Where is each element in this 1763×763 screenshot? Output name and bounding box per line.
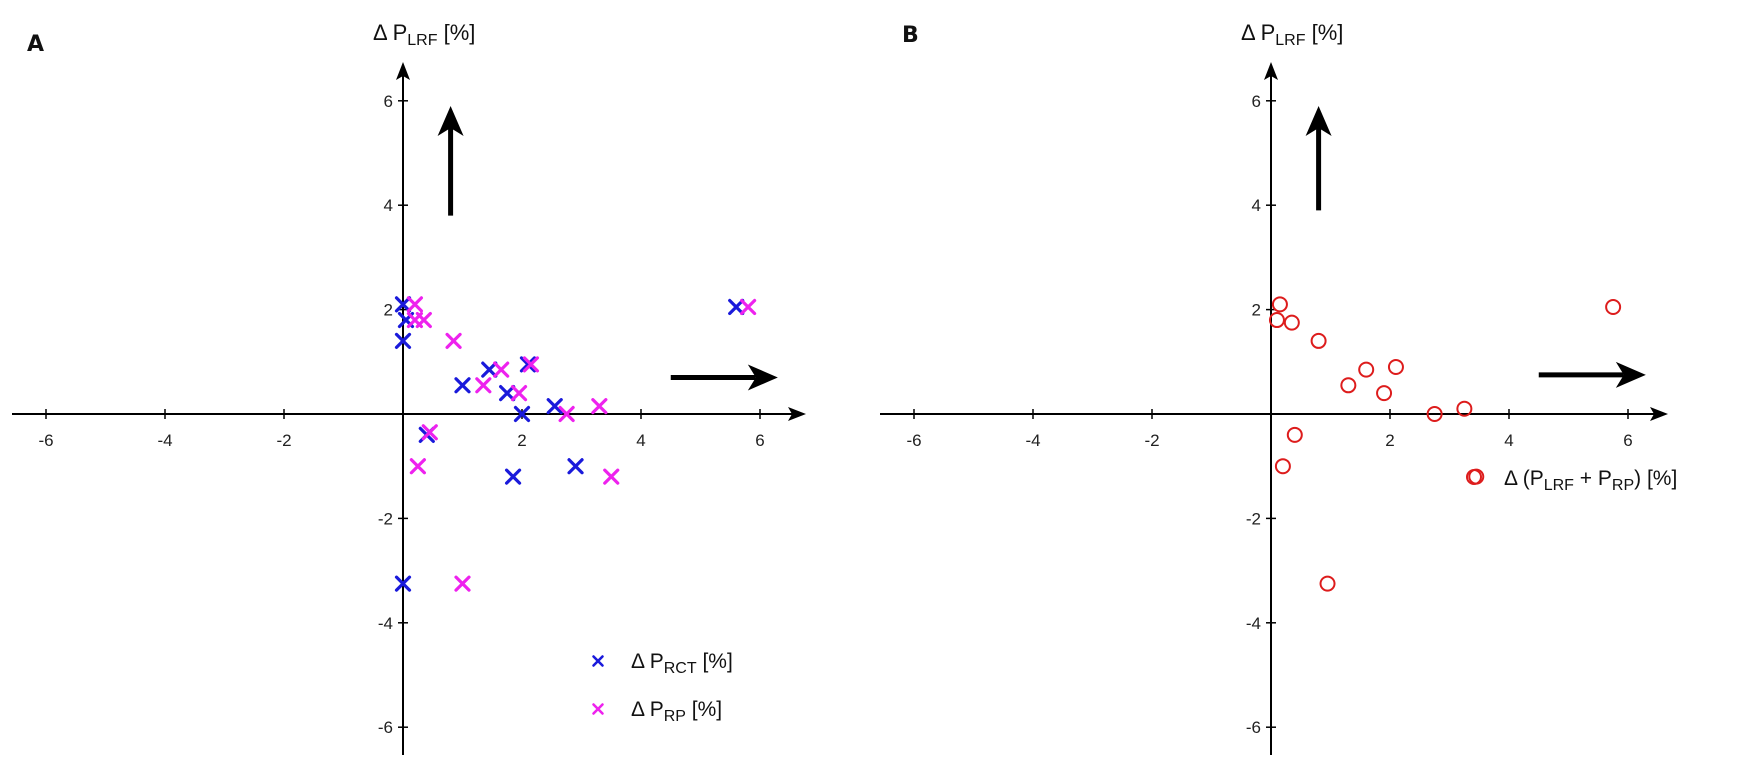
legend-entry: Δ (PLRF + PRP) [%] xyxy=(1504,467,1677,494)
data-point-x xyxy=(475,377,492,394)
y-axis-label: Δ PLRF [%] xyxy=(373,20,475,49)
data-point-circle xyxy=(1283,314,1300,331)
y-axis-arrowhead xyxy=(396,62,410,80)
series-1 xyxy=(406,296,757,592)
data-point-circle xyxy=(1426,406,1443,422)
y-tick-label: 4 xyxy=(384,196,393,215)
data-point-circle xyxy=(1376,385,1393,402)
legend: Δ PRCT [%] Δ PRP [%] xyxy=(592,650,733,725)
data-point-x xyxy=(394,332,412,350)
legend-entry: Δ PRCT [%] xyxy=(631,650,733,677)
x-axis-arrowhead xyxy=(1650,407,1668,421)
x-tick-label: 6 xyxy=(755,431,764,450)
legend-marker xyxy=(592,703,604,715)
x-tick-label: 2 xyxy=(517,431,526,450)
data-point-x xyxy=(493,361,510,378)
x-axis-arrowhead xyxy=(788,407,806,421)
data-point-x xyxy=(409,458,426,475)
data-point-circle xyxy=(1274,458,1291,475)
x-tick-label: 4 xyxy=(636,431,645,450)
data-point-x xyxy=(394,575,412,592)
x-tick-label: -6 xyxy=(38,431,53,450)
data-point-x xyxy=(728,298,745,316)
direction-arrow-right xyxy=(1538,361,1646,388)
y-tick-label: -6 xyxy=(378,718,393,737)
data-point-circle xyxy=(1340,377,1357,394)
x-tick-label: -6 xyxy=(906,431,921,450)
y-tick-label: -4 xyxy=(1246,614,1261,633)
data-point-x xyxy=(519,356,537,373)
data-point-x xyxy=(740,298,757,316)
data-point-x xyxy=(567,458,584,475)
data-point-x xyxy=(421,424,438,441)
x-tick-label: -2 xyxy=(1144,431,1159,450)
data-point-circle xyxy=(1319,575,1336,592)
data-point-x xyxy=(513,405,531,423)
x-tick-label: 4 xyxy=(1504,431,1513,450)
x-tick-label: -2 xyxy=(276,431,291,450)
data-point-circle xyxy=(1456,400,1473,417)
panel-b: -6 -4 -2 2 4 6 -6 -4 -2 2 4 6 Δ PLRF [%] Δ (PLRF + PR… xyxy=(880,20,1677,755)
y-tick-label: -2 xyxy=(378,509,393,528)
data-point-x xyxy=(394,296,412,313)
x-tick-label: -4 xyxy=(1025,431,1040,450)
panel-a-label: A xyxy=(27,32,44,57)
data-point-x xyxy=(499,385,516,402)
data-point-x xyxy=(558,405,575,423)
direction-arrow-up xyxy=(1305,106,1332,211)
y-axis-arrowhead xyxy=(1264,62,1278,80)
y-tick-label: 4 xyxy=(1252,196,1261,215)
data-point-circle xyxy=(1605,298,1622,315)
data-point-circle xyxy=(1310,332,1327,349)
legend-marker xyxy=(592,655,604,667)
data-point-circle xyxy=(1268,312,1285,329)
panel-b-label: B xyxy=(902,23,919,48)
y-tick-label: 2 xyxy=(384,301,393,320)
y-tick-label: -6 xyxy=(1246,718,1261,737)
legend: Δ (PLRF + PRP) [%] xyxy=(1466,467,1677,494)
data-point-x xyxy=(522,356,540,373)
data-point-x xyxy=(504,468,522,485)
y-tick-label: -2 xyxy=(1246,509,1261,528)
x-tick-label: 6 xyxy=(1623,431,1632,450)
data-point-x xyxy=(510,385,528,402)
legend-marker xyxy=(1466,469,1482,485)
x-tick-label: 2 xyxy=(1385,431,1394,450)
data-point-circle xyxy=(1286,426,1303,443)
legend-entry: Δ PRP [%] xyxy=(631,698,722,725)
series-0 xyxy=(1268,296,1622,592)
y-tick-label: 2 xyxy=(1252,301,1261,320)
x-tick-label: -4 xyxy=(157,431,172,450)
data-point-x xyxy=(454,575,471,592)
data-point-x xyxy=(603,468,620,485)
y-tick-label: -4 xyxy=(378,614,393,633)
series-0 xyxy=(394,296,745,592)
data-point-x xyxy=(445,332,462,350)
data-point-x xyxy=(546,398,563,415)
y-axis-label: Δ PLRF [%] xyxy=(1241,20,1343,49)
data-point-circle xyxy=(1271,296,1288,313)
data-point-x xyxy=(591,398,608,415)
data-point-circle xyxy=(1387,359,1404,376)
data-point-x xyxy=(454,377,471,394)
data-point-x xyxy=(481,361,498,378)
direction-arrow-up xyxy=(437,106,464,216)
y-tick-label: 6 xyxy=(1252,92,1261,111)
y-tick-label: 6 xyxy=(384,92,393,111)
data-point-x xyxy=(406,296,423,313)
data-point-x xyxy=(415,311,432,329)
data-point-circle xyxy=(1358,361,1375,378)
direction-arrow-right xyxy=(670,364,778,391)
